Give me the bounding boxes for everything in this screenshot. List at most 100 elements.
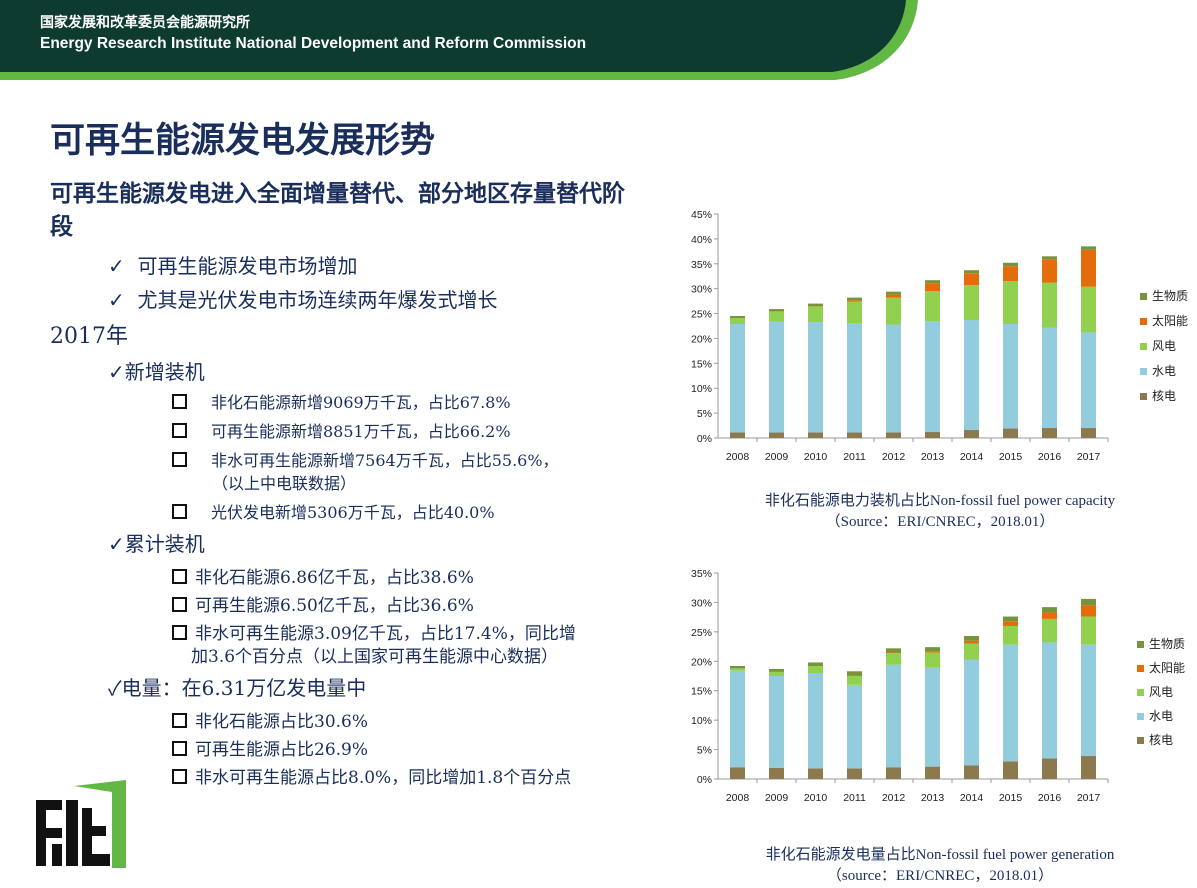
square-bullet-icon xyxy=(172,713,187,728)
bar-segment xyxy=(1003,616,1018,622)
legend-label: 风电 xyxy=(1152,339,1176,353)
capacity-share-chart: 0% 5% 10% 15% 20% 25% 30% 35% 40% 45% 2008 2009 2010… xyxy=(691,209,1188,463)
x-tick-label: 2014 xyxy=(960,451,984,463)
bar-segment xyxy=(769,432,784,438)
list-item-text: 光伏发电新增5306万千瓦，占比40.0% xyxy=(211,503,495,522)
square-bullet-icon xyxy=(172,769,187,784)
bar-segment xyxy=(964,640,979,644)
bar-segment xyxy=(1081,246,1096,250)
y-tick-label: 35% xyxy=(691,568,712,580)
bar-segment xyxy=(1003,621,1018,626)
y-tick-label: 0% xyxy=(697,774,712,786)
y-tick-label: 40% xyxy=(691,234,712,246)
legend-label: 水电 xyxy=(1149,709,1173,723)
bar-segment xyxy=(1042,607,1057,613)
y-tick-label: 20% xyxy=(691,656,712,668)
legend-swatch xyxy=(1140,393,1147,400)
bar-segment xyxy=(886,653,901,665)
list-item: 可再生能源6.50亿千瓦，占比36.6% xyxy=(172,591,474,616)
chart1-caption-line1: 非化石能源电力装机占比Non-fossil fuel power capacit… xyxy=(764,493,1116,509)
check-icon: ✓ xyxy=(108,676,122,700)
y-tick-label: 10% xyxy=(691,383,712,395)
x-tick-label: 2012 xyxy=(882,451,906,463)
section-cumulative-capacity: ✓累计装机 xyxy=(108,528,205,557)
legend-swatch xyxy=(1137,689,1144,696)
list-item-text: 可再生能源占比26.9% xyxy=(195,740,369,760)
x-tick-label: 2008 xyxy=(726,451,750,463)
eri-logo-icon xyxy=(36,780,126,868)
y-tick-label: 25% xyxy=(691,627,712,639)
bar-segment xyxy=(1042,612,1057,619)
bar-segment xyxy=(1081,428,1096,438)
bar-segment xyxy=(1003,262,1018,267)
bar-segment xyxy=(808,673,823,769)
bar-segment xyxy=(1081,332,1096,429)
bar-segment xyxy=(1042,618,1057,643)
bar-segment xyxy=(1081,598,1096,606)
bar-segment xyxy=(730,665,745,669)
x-tick-label: 2012 xyxy=(882,792,906,804)
x-tick-label: 2014 xyxy=(960,792,984,804)
bar-segment xyxy=(964,270,979,274)
bar-segment xyxy=(808,303,823,307)
chart1-caption-line2: （Source：ERI/CNREC，2018.01） xyxy=(825,514,1055,530)
bar-segment xyxy=(847,675,862,676)
bar-segment xyxy=(1081,644,1096,757)
bar-segment xyxy=(730,670,745,768)
bar-segment xyxy=(730,668,745,671)
bar-segment xyxy=(847,671,862,676)
bar-segment xyxy=(1081,605,1096,617)
legend-label: 生物质 xyxy=(1152,289,1188,303)
bar-segment xyxy=(1003,281,1018,325)
bar-segment xyxy=(964,765,979,779)
check-icon: ✓ xyxy=(108,288,125,312)
x-tick-label: 2015 xyxy=(999,451,1023,463)
bar-segment xyxy=(769,767,784,779)
x-tick-label: 2010 xyxy=(804,792,828,804)
list-item-text: 非化石能源占比30.6% xyxy=(195,712,369,732)
year-heading: 2017年 xyxy=(50,324,128,349)
list-item-text: 非水可再生能源新增7564万千瓦，占比55.6%， xyxy=(211,451,559,470)
section-new-label: 新增装机 xyxy=(124,360,205,384)
bar-segment xyxy=(886,652,901,654)
list-item: 非水可再生能源占比8.0%，同比增加1.8个百分点 xyxy=(172,763,571,788)
legend-label: 核电 xyxy=(1152,389,1176,403)
bar-segment xyxy=(1042,758,1057,779)
x-tick-label: 2016 xyxy=(1038,451,1062,463)
legend-swatch xyxy=(1137,665,1144,672)
bar-segment xyxy=(1003,428,1018,438)
bar-segment xyxy=(847,768,862,779)
check-icon: ✓ xyxy=(108,532,125,556)
legend-swatch xyxy=(1140,293,1147,300)
legend-swatch xyxy=(1137,641,1144,648)
bar-segment xyxy=(925,280,940,284)
list-item: 非化石能源新增9069万千瓦，占比67.8% xyxy=(172,389,511,413)
list-item: 非化石能源6.86亿千瓦，占比38.6% xyxy=(172,563,474,588)
list-item: 非化石能源占比30.6% xyxy=(172,707,368,732)
list-item: 非水可再生能源3.09亿千瓦，占比17.4%，同比增 xyxy=(172,619,576,644)
legend-label: 核电 xyxy=(1149,733,1173,747)
slide-subtitle: 可再生能源发电进入全面增量替代、部分地区存量替代阶段 xyxy=(50,181,625,240)
y-tick-label: 0% xyxy=(697,433,712,445)
bar-segment xyxy=(1042,327,1057,429)
y-tick-label: 30% xyxy=(691,284,712,296)
bar-segment xyxy=(730,316,745,319)
bar-segment xyxy=(730,318,745,325)
y-tick-label: 5% xyxy=(697,745,712,757)
bar-segment xyxy=(847,432,862,438)
bar-segment xyxy=(886,432,901,438)
bar-segment xyxy=(808,768,823,779)
y-tick-label: 5% xyxy=(697,408,712,420)
legend-label: 生物质 xyxy=(1149,637,1185,651)
y-tick-label: 20% xyxy=(691,333,712,345)
bar-segment xyxy=(769,676,784,768)
square-bullet-icon xyxy=(172,452,187,467)
bar-segment xyxy=(1003,266,1018,282)
list-item: 可再生能源新增8851万千瓦，占比66.2% xyxy=(172,418,511,442)
legend-label: 太阳能 xyxy=(1152,313,1188,328)
bar-segment xyxy=(1042,642,1057,759)
bar-segment xyxy=(964,430,979,438)
bar-segment xyxy=(769,671,784,676)
bar-segment xyxy=(847,323,862,433)
bar-segment xyxy=(1003,761,1018,779)
